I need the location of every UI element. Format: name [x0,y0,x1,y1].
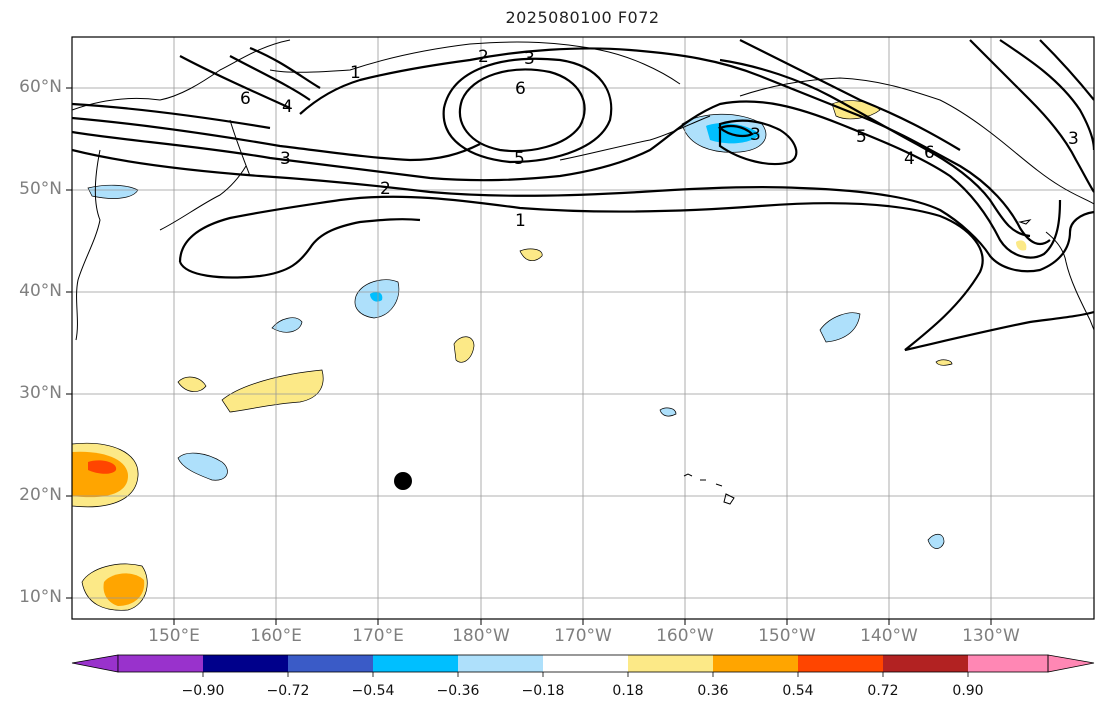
lat-label: 40°N [19,281,62,301]
lon-label: 150°E [148,626,200,646]
map-title: 2025080100 F072 [505,8,660,27]
colorbar-tick-label: 0.72 [867,683,899,699]
colorbar-tick-label: −0.54 [351,683,395,699]
axis-ticks [66,87,992,625]
colorbar-segment [458,655,543,672]
negative-anomaly-patch [927,533,945,549]
contour-label: 5 [514,149,525,169]
colorbar-segment [883,655,968,672]
contour-label: 2 [478,47,489,67]
colorbar-segment [628,655,713,672]
lon-label: 130°W [962,626,1020,646]
lon-label: 180°W [452,626,510,646]
contour-label: 1 [350,63,361,83]
lat-label: 50°N [19,179,62,199]
colorbar-segment [543,655,628,672]
anomaly-shading [72,100,1027,611]
contour-1 [178,195,1094,352]
contour-label: 1 [515,211,526,231]
positive-anomaly-patch [88,460,117,474]
lon-label: 140°W [860,626,918,646]
lon-label: 170°W [554,626,612,646]
positive-anomaly-patch [177,376,207,392]
negative-anomaly-patch [177,452,228,481]
colorbar-segment [968,655,1048,672]
contour-label: 2 [380,179,391,199]
colorbar-tick-label: −0.72 [266,683,310,699]
colorbar-segment [288,655,373,672]
positive-anomaly-patch [935,359,953,366]
negative-anomaly-patch [370,292,383,302]
colorbar-segment [373,655,458,672]
contour-6-ring [458,68,586,153]
positive-anomaly-patch [221,369,324,413]
storm-center-marker [394,472,412,490]
lat-label: 10°N [19,587,62,607]
colorbar-extend-low [71,654,119,673]
contour-3 [72,100,1062,259]
colorbar-tick-label: 0.54 [782,683,814,699]
lat-label: 20°N [19,485,62,505]
contour-label: 6 [924,143,935,163]
colorbar-tick-label: 0.90 [952,683,984,699]
colorbar-tick-label: −0.90 [181,683,225,699]
positive-anomaly-patch [453,336,475,363]
contour-label: 5 [856,127,867,147]
contour-label: 3 [524,49,535,69]
colorbar-segment [118,655,203,672]
negative-anomaly-patch [659,407,677,417]
positive-anomaly-patch [72,451,128,498]
contour-label: 6 [515,79,526,99]
contour-label: 4 [282,97,293,117]
graticule [72,37,1094,619]
positive-anomaly-patch [1016,240,1027,251]
contour-5-ring [442,57,613,164]
lat-label: 60°N [19,77,62,97]
contour-labels: 1 2 3 5 6 3 2 1 6 4 3 5 4 6 3 [240,47,1079,231]
lon-label: 160°W [656,626,714,646]
negative-anomaly-patch [271,317,303,333]
colorbar-segment [203,655,288,672]
positive-anomaly-patch [519,248,543,261]
colorbar-tick-label: −0.36 [436,683,480,699]
lat-label: 30°N [19,383,62,403]
contour-label: 3 [750,125,761,145]
colorbar-tick-label: 0.36 [697,683,729,699]
colorbar-tick-label: −0.18 [521,683,565,699]
contour-label: 3 [280,149,291,169]
lon-label: 160°E [250,626,302,646]
lon-label: 150°W [758,626,816,646]
colorbar-segment [798,655,883,672]
contour-label: 6 [240,89,251,109]
contour-label: 4 [904,149,915,169]
colorbar-extend-high [1047,654,1095,673]
contour-lines [72,39,1094,352]
contour-label: 3 [1068,129,1079,149]
colorbar-segment [713,655,798,672]
colorbar-tick-label: 0.18 [612,683,644,699]
contour-2 [72,148,1094,273]
negative-anomaly-patch [819,312,861,343]
lon-label: 170°E [352,626,404,646]
colorbar [71,654,1095,677]
